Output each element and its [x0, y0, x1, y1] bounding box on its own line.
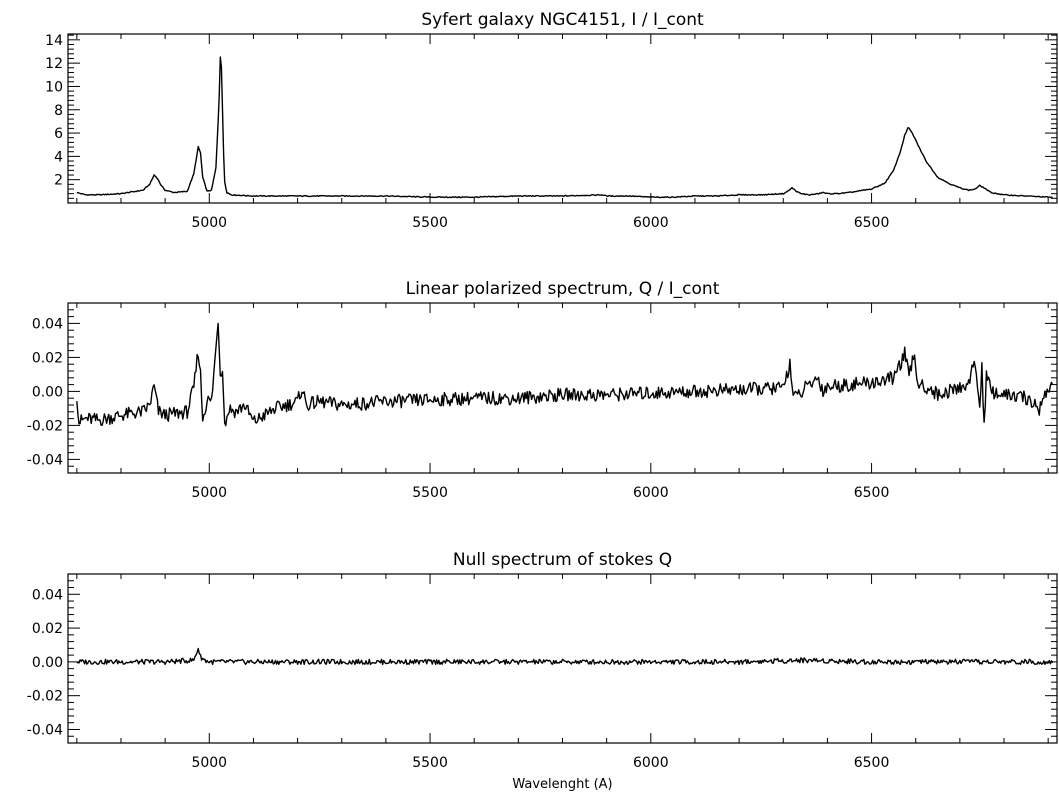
- y-tick-label: -0.02: [27, 689, 63, 705]
- spectrum-line: [76, 322, 1054, 427]
- y-tick-label: 6: [54, 126, 63, 142]
- panel-title: Linear polarized spectrum, Q / I_cont: [406, 279, 720, 299]
- panel-1: Syfert galaxy NGC4151, I / I_cont 5000 550…: [45, 10, 1058, 231]
- y-tick-label: 2: [54, 173, 63, 189]
- y-tick-label: 0.02: [32, 621, 63, 637]
- spectrum-line: [76, 647, 1054, 666]
- y-tick-label: 0.04: [32, 316, 63, 332]
- x-tick-label: 6000: [633, 755, 669, 771]
- y-tick-label: 0.02: [32, 350, 63, 366]
- y-tick-label: 12: [45, 56, 63, 72]
- y-tick-label: -0.04: [27, 722, 63, 738]
- panel-title: Syfert galaxy NGC4151, I / I_cont: [421, 10, 704, 30]
- panel-2: Linear polarized spectrum, Q / I_cont 500…: [27, 279, 1058, 501]
- x-tick-label: 5500: [412, 485, 448, 501]
- y-tick-label: 0.04: [32, 587, 63, 603]
- x-tick-label: 5500: [412, 755, 448, 771]
- y-tick-label: 14: [45, 33, 63, 49]
- y-tick-label: -0.02: [27, 418, 63, 434]
- x-tick-label: 6000: [633, 485, 669, 501]
- y-tick-label: 0.00: [32, 384, 63, 400]
- x-tick-label: 5000: [191, 755, 227, 771]
- x-tick-label: 6000: [633, 215, 669, 231]
- panel-3: Null spectrum of stokes Q 5000 5500 6000 650…: [27, 550, 1058, 792]
- panel-title: Null spectrum of stokes Q: [453, 550, 672, 570]
- spectrum-line: [76, 56, 1053, 199]
- x-tick-label: 6500: [854, 215, 890, 231]
- y-tick-label: 10: [45, 79, 63, 95]
- y-tick-label: -0.04: [27, 452, 63, 468]
- y-tick-label: 8: [54, 103, 63, 119]
- plot-frame: [67, 573, 1058, 744]
- y-tick-label: 0.00: [32, 655, 63, 671]
- plot-frame: [67, 302, 1058, 474]
- x-axis-label: Wavelenght (A): [512, 777, 612, 792]
- x-tick-label: 5000: [191, 485, 227, 501]
- y-tick-label: 4: [54, 149, 63, 165]
- x-tick-label: 5500: [412, 215, 448, 231]
- x-tick-label: 5000: [191, 215, 227, 231]
- x-tick-label: 6500: [854, 755, 890, 771]
- plot-frame: [67, 33, 1058, 204]
- x-tick-label: 6500: [854, 485, 890, 501]
